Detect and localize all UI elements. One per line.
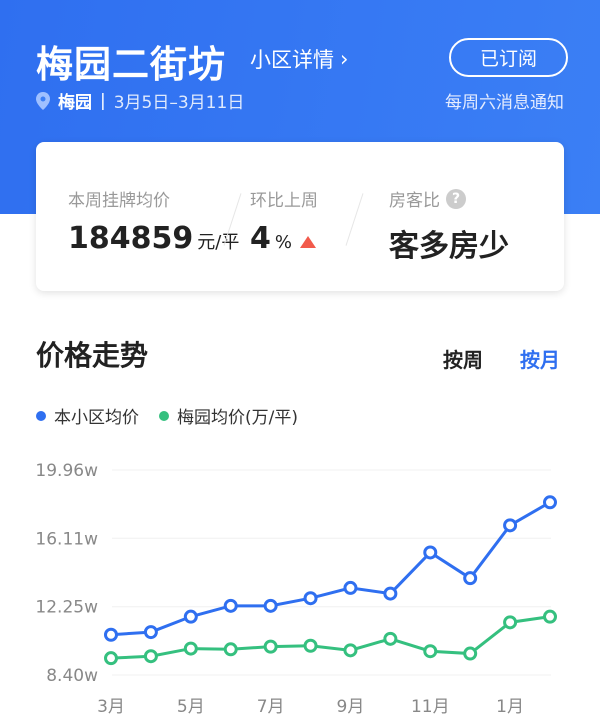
y-tick-label: 8.40w — [46, 666, 98, 686]
legend-dot-icon — [159, 410, 169, 421]
detail-link-label: 小区详情 — [250, 48, 334, 72]
community-title: 梅园二街坊 — [36, 43, 226, 86]
y-tick-label: 19.96w — [35, 461, 98, 481]
data-point — [104, 651, 118, 666]
data-point — [263, 639, 278, 654]
legend-label: 本小区均价 — [54, 408, 139, 428]
data-point — [543, 609, 557, 624]
data-point — [343, 580, 358, 595]
legend-item: 梅园均价(万/平) — [159, 403, 298, 428]
legend-label: 梅园均价(万/平) — [177, 408, 298, 428]
x-tick-label: 9月 — [337, 697, 365, 717]
x-tick-label: 1月 — [496, 697, 524, 717]
x-tick-label: 3月 — [97, 697, 125, 717]
chevron-right-icon: › — [340, 47, 349, 71]
x-tick-label: 11月 — [411, 697, 450, 717]
wow-value: 4 — [250, 221, 271, 256]
y-tick-label: 12.25w — [35, 598, 98, 618]
data-point — [503, 518, 518, 533]
data-point — [543, 495, 557, 510]
ratio-value: 客多房少 — [389, 229, 509, 264]
avg-price-value: 184859 — [68, 221, 194, 256]
subtitle: 梅园 | 3月5日–3月11日 — [36, 88, 244, 113]
up-triangle-icon — [299, 236, 316, 248]
data-point — [463, 571, 478, 586]
divider: | — [100, 90, 106, 111]
data-point — [104, 627, 118, 642]
data-point — [263, 598, 278, 613]
avg-price-unit: 元/平 — [197, 232, 240, 253]
data-point — [183, 641, 198, 656]
data-point — [223, 642, 238, 657]
data-point — [303, 638, 318, 653]
avg-price-label: 本周挂牌均价 — [68, 191, 170, 211]
trend-title: 价格走势 — [36, 339, 149, 372]
x-tick-label: 5月 — [177, 697, 205, 717]
data-point — [343, 643, 358, 658]
data-point — [383, 586, 398, 601]
location-label: 梅园 — [58, 93, 92, 113]
x-tick-label: 7月 — [257, 697, 285, 717]
tab-weekly[interactable]: 按周 — [443, 348, 483, 372]
chart-legend: 本小区均价 梅园均价(万/平) — [36, 403, 298, 428]
location-pin-icon — [36, 91, 50, 110]
ratio-label: 房客比 — [389, 191, 440, 211]
data-point — [503, 615, 518, 630]
data-point — [223, 598, 238, 613]
divider — [345, 193, 364, 246]
tab-monthly[interactable]: 按月 — [520, 348, 560, 372]
legend-dot-icon — [36, 410, 46, 421]
data-point — [383, 631, 398, 646]
wow-stat: 环比上周 4% — [250, 186, 318, 256]
legend-item: 本小区均价 — [36, 403, 139, 428]
wow-unit: % — [274, 232, 292, 253]
data-point — [423, 545, 438, 560]
wow-label: 环比上周 — [250, 191, 318, 211]
data-point — [183, 609, 198, 624]
data-point — [463, 646, 478, 661]
help-icon[interactable]: ? — [446, 188, 466, 209]
data-point — [143, 649, 158, 664]
data-point — [423, 644, 438, 659]
notify-text: 每周六消息通知 — [445, 93, 564, 113]
data-point — [143, 625, 158, 640]
y-tick-label: 16.11w — [35, 529, 98, 549]
stats-card: 本周挂牌均价 184859 元/平 环比上周 4% 房客比? 客多房少 — [36, 142, 564, 291]
data-point — [303, 591, 318, 606]
ratio-stat: 房客比? 客多房少 — [389, 186, 509, 265]
subscribed-button[interactable]: 已订阅 — [449, 38, 568, 77]
date-range: 3月5日–3月11日 — [113, 93, 245, 113]
price-trend-chart: 19.96w 16.11w 12.25w 8.40w 3月 5月 7月 9月 11月 1月 — [35, 461, 557, 717]
avg-price-stat: 本周挂牌均价 184859 元/平 — [68, 186, 239, 256]
community-detail-link[interactable]: 小区详情 › — [250, 44, 348, 74]
series-line — [110, 500, 551, 637]
